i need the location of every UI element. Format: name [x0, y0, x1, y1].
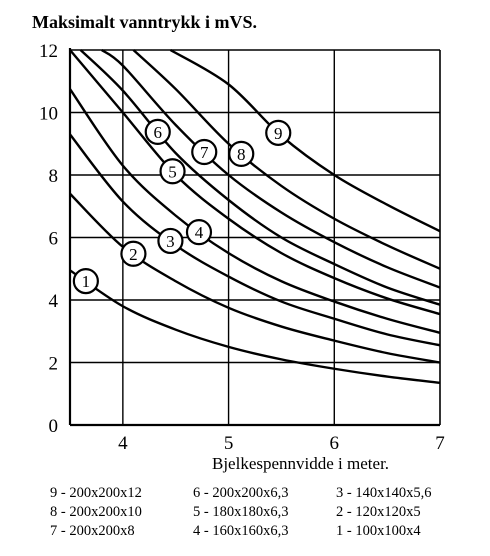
series-line-6: [79, 49, 441, 306]
legend-row: 7 - 200x200x8 4 - 160x160x6,3 1 - 100x100x…: [50, 522, 466, 541]
series-line-3: [69, 133, 441, 347]
legend-entry: 3 - 140x140x5,6: [336, 485, 432, 501]
series-marker-5: [159, 158, 186, 185]
series-marker-label-6: 6: [153, 123, 162, 142]
grid-lines: [70, 49, 440, 425]
x-tick-label-5: 5: [224, 433, 234, 454]
series-marker-1: [72, 267, 99, 295]
x-tick-label-4: 4: [118, 433, 128, 454]
y-tick-label-12: 12: [39, 41, 58, 62]
legend-entry: 7 - 200x200x8: [50, 523, 135, 539]
y-tick-label-8: 8: [49, 166, 59, 187]
y-tick-label-4: 4: [49, 291, 59, 312]
series-marker-7: [191, 138, 218, 166]
series-marker-label-4: 4: [195, 223, 204, 242]
series-marker-label-1: 1: [82, 272, 91, 291]
series-line-7: [101, 48, 441, 289]
x-tick-label-6: 6: [330, 433, 340, 454]
series-marker-3: [157, 227, 184, 255]
series-line-9: [169, 48, 441, 233]
series-marker-9: [265, 119, 292, 146]
series-marker-label-3: 3: [166, 232, 175, 251]
series-marker-4: [185, 219, 213, 246]
legend-entry: 9 - 200x200x12: [50, 485, 142, 501]
chart-title: Maksimalt vanntrykk i mVS.: [32, 12, 258, 32]
x-axis-label: Bjelkespennvidde i meter.: [212, 454, 390, 473]
series-line-5: [69, 49, 441, 316]
series-marker-label-2: 2: [129, 245, 138, 264]
series-line-1: [69, 269, 441, 385]
y-tick-label-10: 10: [39, 104, 58, 125]
x-tick-label-7: 7: [435, 433, 445, 454]
series-curves: [69, 48, 441, 385]
series-markers: 1 2 3 4 5 6 7 8 9: [72, 118, 292, 295]
series-marker-2: [120, 240, 147, 267]
series-line-4: [69, 88, 441, 334]
series-marker-label-5: 5: [168, 162, 177, 181]
legend-entry: 8 - 200x200x10: [50, 504, 142, 520]
series-marker-label-9: 9: [274, 124, 283, 143]
legend-row: 8 - 200x200x10 5 - 180x180x6,3 2 - 120x120…: [50, 503, 466, 522]
legend-entry: 5 - 180x180x6,3: [193, 504, 289, 520]
legend-entry: 4 - 160x160x6,3: [193, 523, 289, 539]
legend-entry: 1 - 100x100x4: [336, 523, 421, 539]
legend-entry: 6 - 200x200x6,3: [193, 485, 289, 501]
y-tick-label-6: 6: [49, 229, 59, 250]
legend-entry: 2 - 120x120x5: [336, 504, 421, 520]
y-tick-label-0: 0: [49, 416, 59, 437]
legend-row: 9 - 200x200x12 6 - 200x200x6,3 3 - 140x140…: [50, 484, 466, 503]
legend: 9 - 200x200x12 6 - 200x200x6,3 3 - 140x140…: [50, 484, 466, 541]
series-marker-6: [144, 118, 171, 145]
series-marker-label-8: 8: [237, 145, 246, 164]
series-marker-label-7: 7: [200, 143, 209, 162]
series-line-8: [132, 49, 441, 270]
series-marker-8: [228, 140, 255, 167]
y-tick-label-2: 2: [49, 354, 59, 375]
